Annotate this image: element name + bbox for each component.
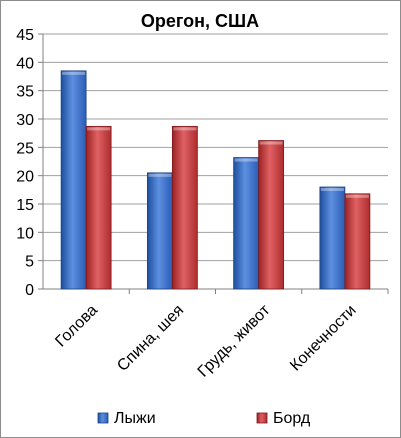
bar-series2 bbox=[171, 125, 198, 290]
bar-series1 bbox=[319, 186, 346, 290]
chart-title: Орегон, США bbox=[141, 11, 259, 31]
legend-label: Борд bbox=[273, 410, 311, 427]
y-tick-label: 10 bbox=[16, 225, 34, 242]
y-tick-label: 40 bbox=[16, 55, 34, 72]
category-labels: Голова Спина, шея Грудь, живот Конечности bbox=[52, 301, 359, 380]
bars bbox=[60, 70, 371, 290]
bar-series1 bbox=[233, 157, 260, 290]
bar-series2 bbox=[258, 140, 285, 290]
bar-series2 bbox=[85, 125, 112, 290]
bar-series1 bbox=[146, 172, 173, 290]
legend-swatch bbox=[97, 412, 109, 424]
y-tick-label: 0 bbox=[25, 282, 34, 299]
category-label: Спина, шея bbox=[114, 302, 187, 375]
bar-highlight bbox=[234, 158, 258, 162]
bar-highlight bbox=[148, 173, 172, 177]
y-tick-label: 15 bbox=[16, 197, 34, 214]
y-tick-label: 25 bbox=[16, 140, 34, 157]
y-tick-label: 20 bbox=[16, 169, 34, 186]
bar-highlight bbox=[345, 194, 369, 198]
bar-highlight bbox=[173, 127, 197, 131]
legend-label: Лыжи bbox=[114, 410, 156, 427]
legend-swatch bbox=[256, 412, 268, 424]
bar-highlight bbox=[320, 188, 344, 191]
legend: Лыжи Борд bbox=[97, 410, 311, 427]
y-tick-label: 35 bbox=[16, 84, 34, 101]
category-label: Конечности bbox=[287, 302, 360, 375]
bar-series1 bbox=[60, 70, 87, 290]
bar-highlight bbox=[62, 71, 86, 75]
category-label: Грудь, живот bbox=[195, 301, 274, 380]
y-tick-label: 5 bbox=[25, 254, 34, 271]
y-tick-label: 30 bbox=[16, 112, 34, 129]
y-tick-label: 45 bbox=[16, 27, 34, 44]
bar-series2 bbox=[344, 193, 371, 290]
bar-highlight bbox=[87, 127, 111, 131]
bar-highlight bbox=[259, 141, 283, 145]
category-label: Голова bbox=[52, 302, 101, 351]
